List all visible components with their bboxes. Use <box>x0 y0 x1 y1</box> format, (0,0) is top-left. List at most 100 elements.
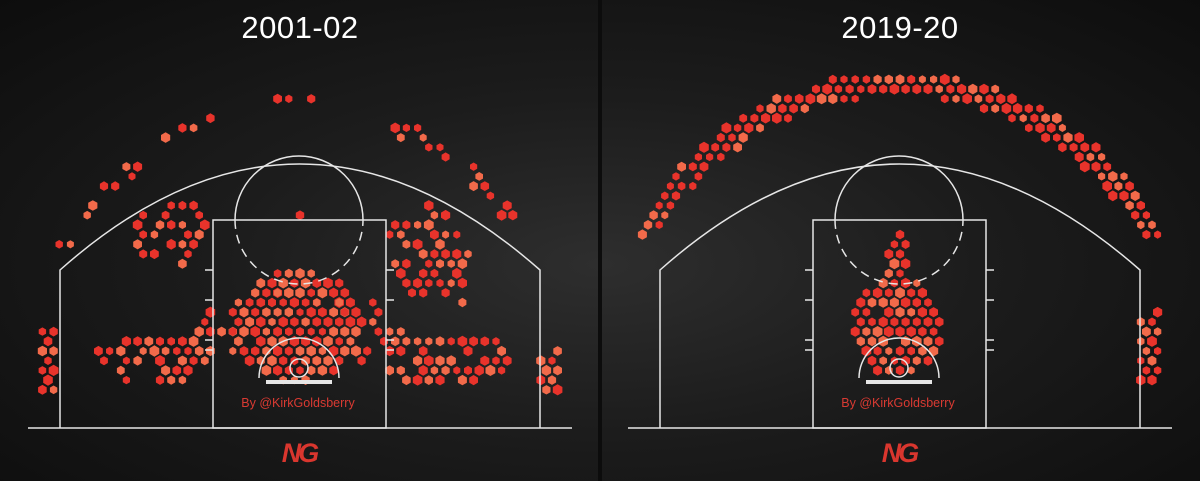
hex-bin <box>363 346 372 356</box>
hex-bin <box>985 94 994 104</box>
hex-bin <box>1098 152 1106 162</box>
hex-bin <box>845 84 854 94</box>
hex-bin <box>689 181 697 191</box>
hex-bin <box>178 258 187 269</box>
hex-bin <box>385 230 394 239</box>
hex-bin <box>968 83 978 95</box>
hex-bin <box>413 277 423 289</box>
hex-bin <box>1153 327 1162 336</box>
zone-right-corner-3 <box>1136 306 1163 386</box>
hex-bin <box>498 366 506 375</box>
hex-bin <box>323 355 333 366</box>
hex-bin <box>425 337 433 346</box>
hex-bin <box>106 346 114 356</box>
hex-bin <box>289 297 299 308</box>
hex-bin <box>552 384 563 396</box>
hex-bin <box>542 385 551 395</box>
zone-above-break-3 <box>637 73 1162 240</box>
hex-bin <box>502 355 512 366</box>
hex-bin <box>1130 190 1140 201</box>
hex-bin <box>1142 366 1151 375</box>
hex-bin <box>425 259 433 268</box>
hex-bin <box>873 365 883 376</box>
hex-bin <box>1148 220 1156 230</box>
hex-bin <box>862 288 871 298</box>
hex-bin <box>889 297 899 308</box>
hex-bin <box>733 123 742 133</box>
zone-left-elbow <box>132 200 210 269</box>
hex-bin <box>155 220 165 230</box>
hex-bin <box>1154 346 1162 356</box>
hex-bin <box>711 142 720 152</box>
hex-bin <box>268 317 276 327</box>
hex-bin <box>738 132 748 143</box>
lane <box>812 219 987 429</box>
hex-bin <box>55 240 63 249</box>
hex-bin <box>1147 374 1157 386</box>
hex-bin <box>296 327 304 337</box>
hex-bin <box>453 230 461 239</box>
hex-bin <box>317 287 328 299</box>
zone-right-corner-3 <box>536 346 563 396</box>
hex-bin <box>907 366 915 375</box>
hex-bin <box>1136 317 1145 327</box>
hex-bin <box>784 94 792 104</box>
hex-bin <box>184 249 192 259</box>
rim <box>889 358 909 378</box>
hex-bin <box>772 93 782 104</box>
hex-bin <box>441 249 450 259</box>
hex-bin <box>155 375 165 385</box>
hex-bin <box>1142 211 1150 220</box>
hex-bin <box>390 122 400 134</box>
hex-bin <box>173 346 181 356</box>
hex-bin <box>374 307 383 317</box>
hex-bin <box>895 229 905 240</box>
rim <box>289 358 309 378</box>
hex-bin <box>885 346 893 356</box>
hex-bin <box>677 161 686 172</box>
three-point-line <box>659 163 1141 428</box>
hex-bin <box>279 356 288 366</box>
hex-bin <box>122 376 130 385</box>
hex-bin <box>418 249 428 259</box>
hex-bin <box>262 288 271 298</box>
hex-bin <box>447 279 455 288</box>
hex-bin <box>1053 133 1061 142</box>
hex-bin <box>458 297 467 308</box>
hex-bin <box>385 365 394 376</box>
zone-top-three <box>273 93 316 104</box>
hex-bin <box>374 327 383 336</box>
hex-bin <box>369 317 377 327</box>
hex-bin <box>38 366 47 375</box>
hex-bin <box>851 75 859 84</box>
hex-bin <box>189 200 198 211</box>
hex-bin <box>1025 123 1033 133</box>
zone-short-mid <box>194 287 405 366</box>
hex-bin <box>351 345 361 357</box>
hex-bin <box>917 306 927 318</box>
hex-bin <box>296 366 304 375</box>
hex-bin <box>457 277 467 289</box>
hex-bin <box>178 239 187 249</box>
hex-bin <box>1142 326 1151 337</box>
hex-bin <box>940 94 949 104</box>
hex-bin <box>900 258 911 270</box>
hex-bin <box>194 326 204 337</box>
hex-bin <box>1041 113 1050 124</box>
hex-bin <box>385 327 394 336</box>
hex-bin <box>139 230 147 239</box>
hex-bin <box>307 269 315 278</box>
hex-bin <box>879 356 887 365</box>
hex-bin <box>946 84 955 94</box>
hex-bin <box>441 288 450 298</box>
hex-bin <box>251 307 260 317</box>
hex-bin <box>295 287 305 299</box>
hex-bin <box>889 83 900 95</box>
hex-bin <box>206 113 215 124</box>
hex-bin <box>497 345 506 357</box>
hex-bin <box>256 335 266 347</box>
hex-bin <box>408 288 416 298</box>
hex-bin <box>923 316 933 327</box>
hex-bin <box>419 288 428 298</box>
hex-bin <box>156 336 164 346</box>
